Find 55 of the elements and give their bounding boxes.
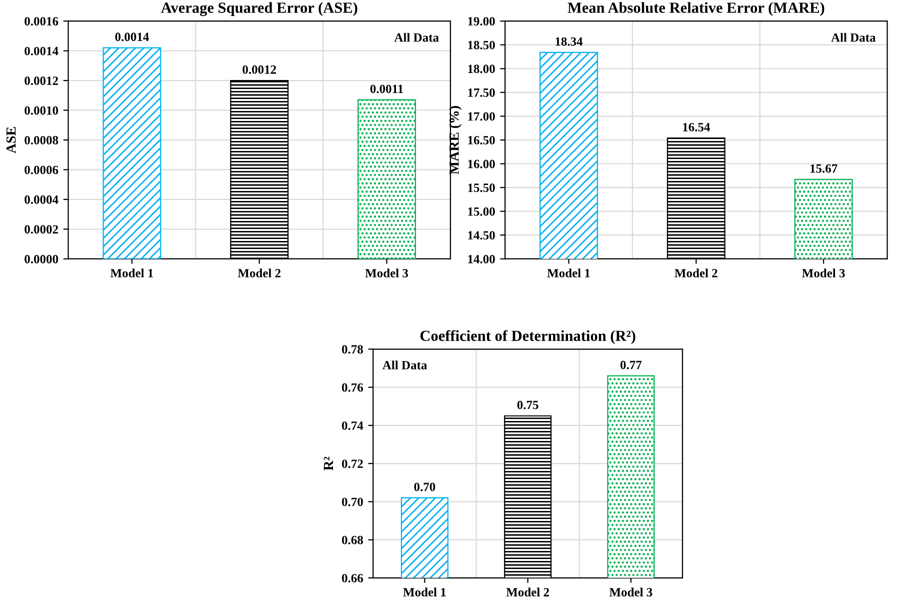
x-tick-label: Model 2 [506, 588, 549, 596]
data-label: 0.77 [620, 360, 642, 370]
y-tick-label: 18.50 [468, 40, 495, 50]
annotation: All Data [394, 32, 439, 42]
y-tick-label: 0.74 [342, 421, 364, 430]
chart-title: Coefficient of Determination (R²) [420, 330, 636, 344]
bar [358, 99, 416, 259]
x-tick-label: Model 3 [365, 268, 408, 278]
x-tick-label: Model 1 [403, 588, 446, 596]
annotation: All Data [382, 360, 427, 370]
chart-title: Average Squared Error (ASE) [160, 2, 358, 16]
data-label: 0.0014 [115, 32, 149, 42]
data-label: 16.54 [683, 122, 710, 132]
y-tick-label: 16.00 [468, 160, 495, 168]
y-axis-title: R² [324, 456, 333, 470]
y-tick-label: 0.76 [342, 383, 364, 392]
y-tick-label: 0.0006 [24, 166, 58, 174]
y-tick-label: 0.0010 [24, 106, 58, 115]
x-tick-label: Model 3 [802, 268, 845, 278]
data-label: 18.34 [556, 37, 583, 46]
y-tick-label: 0.72 [342, 460, 363, 468]
y-tick-label: 0.0012 [24, 76, 58, 86]
y-tick-label: 0.0002 [24, 225, 58, 234]
y-tick-label: 19.00 [468, 17, 495, 26]
y-tick-label: 0.66 [342, 574, 364, 582]
y-axis-title: ASE [6, 127, 16, 154]
data-label: 0.0012 [242, 65, 276, 74]
y-tick-label: 14.00 [468, 254, 495, 264]
data-label: 0.0011 [370, 84, 403, 94]
x-tick-label: Model 1 [547, 268, 590, 278]
data-label: 0.75 [517, 400, 538, 410]
y-tick-label: 15.50 [468, 184, 495, 192]
x-tick-label: Model 2 [238, 268, 281, 278]
y-tick-label: 0.0008 [24, 136, 58, 144]
y-tick-label: 0.68 [342, 536, 363, 544]
y-tick-label: 0.0000 [24, 254, 58, 264]
y-tick-label: 0.0016 [24, 17, 58, 26]
y-tick-label: 18.00 [468, 64, 495, 74]
y-tick-label: 14.50 [468, 231, 495, 240]
y-tick-label: 0.0014 [24, 46, 58, 56]
y-tick-label: 15.00 [468, 207, 495, 216]
data-label: 15.67 [810, 164, 838, 173]
y-tick-label: 17.50 [468, 88, 495, 97]
annotation: All Data [831, 32, 876, 42]
y-tick-label: 0.0004 [24, 195, 58, 204]
y-tick-label: 0.70 [342, 498, 363, 506]
y-tick-label: 0.78 [342, 345, 363, 354]
data-label: 0.70 [414, 482, 436, 492]
x-tick-label: Model 2 [674, 268, 718, 278]
y-tick-label: 16.50 [468, 136, 495, 144]
bar [102, 47, 162, 259]
x-tick-label: Model 1 [110, 268, 153, 278]
x-tick-label: Model 3 [609, 588, 652, 596]
y-tick-label: 17.00 [468, 112, 495, 121]
chart-title: Mean Absolute Relative Error (MARE) [568, 2, 824, 16]
